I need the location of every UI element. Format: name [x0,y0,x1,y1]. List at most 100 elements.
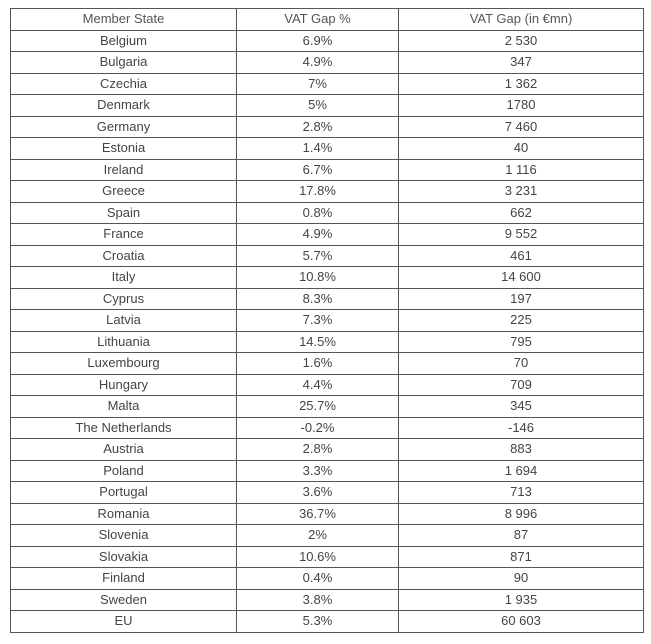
member-state-cell: Belgium [10,29,237,52]
vat-gap-amount-cell: 7 460 [398,115,644,138]
vat-gap-percent-cell: 7% [236,72,399,95]
vat-gap-amount-cell: 1 694 [398,459,644,482]
member-state-cell: Denmark [10,94,237,117]
member-state-cell: Latvia [10,309,237,332]
member-state-cell: Germany [10,115,237,138]
member-state-cell: The Netherlands [10,416,237,439]
header-vat-gap-percent: VAT Gap % [236,8,399,31]
vat-gap-table: Member State VAT Gap % VAT Gap (in €mn) … [10,8,644,633]
member-state-cell: Croatia [10,244,237,267]
table-row: Finland 0.4% 90 [10,567,644,590]
table-row: Latvia 7.3% 225 [10,309,644,332]
vat-gap-percent-cell: 14.5% [236,330,399,353]
vat-gap-percent-cell: 3.8% [236,588,399,611]
vat-gap-amount-cell: 60 603 [398,610,644,633]
vat-gap-percent-cell: 7.3% [236,309,399,332]
vat-gap-amount-cell: 70 [398,352,644,375]
vat-gap-percent-cell: 2% [236,524,399,547]
vat-gap-percent-cell: 0.8% [236,201,399,224]
table-row: France 4.9% 9 552 [10,223,644,246]
table-row: Austria 2.8% 883 [10,438,644,461]
vat-gap-percent-cell: 4.9% [236,51,399,74]
vat-gap-percent-cell: 10.6% [236,545,399,568]
table-row: Cyprus 8.3% 197 [10,287,644,310]
vat-gap-amount-cell: 1780 [398,94,644,117]
vat-gap-percent-cell: 4.4% [236,373,399,396]
vat-gap-percent-cell: 1.4% [236,137,399,160]
member-state-cell: Czechia [10,72,237,95]
vat-gap-amount-cell: 345 [398,395,644,418]
vat-gap-table-container: Member State VAT Gap % VAT Gap (in €mn) … [10,8,644,633]
vat-gap-percent-cell: 17.8% [236,180,399,203]
vat-gap-amount-cell: 14 600 [398,266,644,289]
table-row: Slovenia 2% 87 [10,524,644,547]
vat-gap-amount-cell: 713 [398,481,644,504]
table-body: Belgium 6.9% 2 530 Bulgaria 4.9% 347 Czechia 7%… [10,29,644,633]
member-state-cell: Romania [10,502,237,525]
member-state-cell: Spain [10,201,237,224]
table-row: Lithuania 14.5% 795 [10,330,644,353]
header-row: Member State VAT Gap % VAT Gap (in €mn) [10,8,644,31]
table-row: Malta 25.7% 345 [10,395,644,418]
vat-gap-percent-cell: 3.6% [236,481,399,504]
vat-gap-percent-cell: 0.4% [236,567,399,590]
member-state-cell: Estonia [10,137,237,160]
member-state-cell: Bulgaria [10,51,237,74]
member-state-cell: EU [10,610,237,633]
table-row: Sweden 3.8% 1 935 [10,588,644,611]
member-state-cell: France [10,223,237,246]
table-row: Ireland 6.7% 1 116 [10,158,644,181]
member-state-cell: Sweden [10,588,237,611]
vat-gap-percent-cell: 2.8% [236,115,399,138]
vat-gap-amount-cell: 1 116 [398,158,644,181]
table-row: Bulgaria 4.9% 347 [10,51,644,74]
header-member-state: Member State [10,8,237,31]
member-state-cell: Ireland [10,158,237,181]
table-row: Luxembourg 1.6% 70 [10,352,644,375]
member-state-cell: Italy [10,266,237,289]
vat-gap-percent-cell: 6.9% [236,29,399,52]
vat-gap-percent-cell: 5% [236,94,399,117]
vat-gap-amount-cell: 40 [398,137,644,160]
vat-gap-percent-cell: 4.9% [236,223,399,246]
vat-gap-amount-cell: 883 [398,438,644,461]
vat-gap-percent-cell: -0.2% [236,416,399,439]
table-row: Italy 10.8% 14 600 [10,266,644,289]
vat-gap-amount-cell: -146 [398,416,644,439]
member-state-cell: Poland [10,459,237,482]
vat-gap-amount-cell: 2 530 [398,29,644,52]
vat-gap-amount-cell: 1 362 [398,72,644,95]
vat-gap-percent-cell: 1.6% [236,352,399,375]
member-state-cell: Malta [10,395,237,418]
vat-gap-percent-cell: 5.3% [236,610,399,633]
header-vat-gap-amount: VAT Gap (in €mn) [398,8,644,31]
vat-gap-amount-cell: 3 231 [398,180,644,203]
vat-gap-percent-cell: 2.8% [236,438,399,461]
table-row: Hungary 4.4% 709 [10,373,644,396]
table-row: Belgium 6.9% 2 530 [10,29,644,52]
vat-gap-percent-cell: 25.7% [236,395,399,418]
table-row: Greece 17.8% 3 231 [10,180,644,203]
table-row: Czechia 7% 1 362 [10,72,644,95]
table-row: Denmark 5% 1780 [10,94,644,117]
vat-gap-amount-cell: 795 [398,330,644,353]
vat-gap-amount-cell: 225 [398,309,644,332]
member-state-cell: Slovenia [10,524,237,547]
vat-gap-amount-cell: 197 [398,287,644,310]
table-row: Poland 3.3% 1 694 [10,459,644,482]
vat-gap-amount-cell: 662 [398,201,644,224]
table-row: Spain 0.8% 662 [10,201,644,224]
vat-gap-amount-cell: 87 [398,524,644,547]
member-state-cell: Lithuania [10,330,237,353]
vat-gap-percent-cell: 5.7% [236,244,399,267]
vat-gap-amount-cell: 709 [398,373,644,396]
vat-gap-percent-cell: 10.8% [236,266,399,289]
member-state-cell: Hungary [10,373,237,396]
table-row: The Netherlands -0.2% -146 [10,416,644,439]
member-state-cell: Portugal [10,481,237,504]
vat-gap-amount-cell: 9 552 [398,223,644,246]
table-row: Romania 36.7% 8 996 [10,502,644,525]
vat-gap-percent-cell: 8.3% [236,287,399,310]
vat-gap-amount-cell: 1 935 [398,588,644,611]
vat-gap-amount-cell: 461 [398,244,644,267]
